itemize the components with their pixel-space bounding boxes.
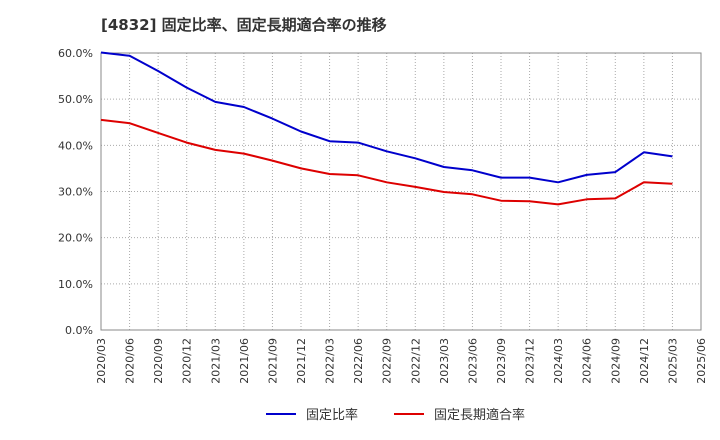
x-tick-label: 2020/03: [95, 338, 108, 384]
x-tick-label: 2020/09: [152, 338, 165, 384]
legend-label: 固定比率: [306, 408, 359, 423]
y-tick-label: 60.0%: [58, 47, 93, 60]
y-tick-label: 50.0%: [58, 93, 93, 106]
legend-label: 固定長期適合率: [434, 408, 526, 423]
x-tick-label: 2023/12: [524, 338, 537, 384]
x-tick-label: 2025/06: [695, 338, 708, 384]
y-tick-label: 40.0%: [58, 139, 93, 152]
grid: [101, 52, 701, 330]
legend-swatch: [394, 412, 424, 415]
x-tick-label: 2020/12: [181, 338, 194, 384]
legend-swatch: [266, 412, 296, 415]
x-tick-label: 2023/09: [495, 338, 508, 384]
legend-item: 固定長期適合率: [394, 404, 525, 423]
x-tick-label: 2024/03: [552, 338, 565, 384]
legend: 固定比率 固定長期適合率: [0, 404, 720, 428]
y-tick-label: 10.0%: [58, 278, 93, 291]
series-line-1: [100, 118, 673, 206]
x-tick-label: 2021/06: [238, 338, 251, 384]
x-tick-label: 2024/06: [581, 338, 594, 384]
y-tick-label: 0.0%: [65, 324, 93, 337]
y-tick-label: 30.0%: [58, 186, 93, 199]
plot-frame: [100, 52, 702, 331]
x-tick-label: 2023/03: [438, 338, 451, 384]
x-tick-label: 2021/12: [295, 338, 308, 384]
legend-item: 固定比率: [266, 404, 358, 423]
axes: [100, 52, 702, 331]
x-tick-label: 2024/09: [609, 338, 622, 384]
series-line-0: [100, 51, 673, 184]
x-tick-labels: 2020/03 2020/06 2020/09 2020/12 2021/03 2021/…: [95, 338, 708, 384]
y-tick-label: 20.0%: [58, 232, 93, 245]
x-tick-label: 2022/09: [381, 338, 394, 384]
y-tick-labels: 0.0% 10.0% 20.0% 30.0% 40.0% 50.0% 60.0%: [58, 47, 93, 337]
x-tick-label: 2022/12: [409, 338, 422, 384]
x-tick-label: 2021/09: [266, 338, 279, 384]
x-tick-label: 2021/03: [209, 338, 222, 384]
x-tick-label: 2022/06: [352, 338, 365, 384]
x-tick-label: 2025/03: [666, 338, 679, 384]
chart-title: [4832] 固定比率、固定長期適合率の推移: [101, 16, 387, 34]
x-tick-label: 2024/12: [638, 338, 651, 384]
x-tick-label: 2020/06: [124, 338, 137, 384]
series-lines: [100, 51, 673, 206]
x-tick-label: 2023/06: [466, 338, 479, 384]
x-tick-label: 2022/03: [324, 338, 337, 384]
